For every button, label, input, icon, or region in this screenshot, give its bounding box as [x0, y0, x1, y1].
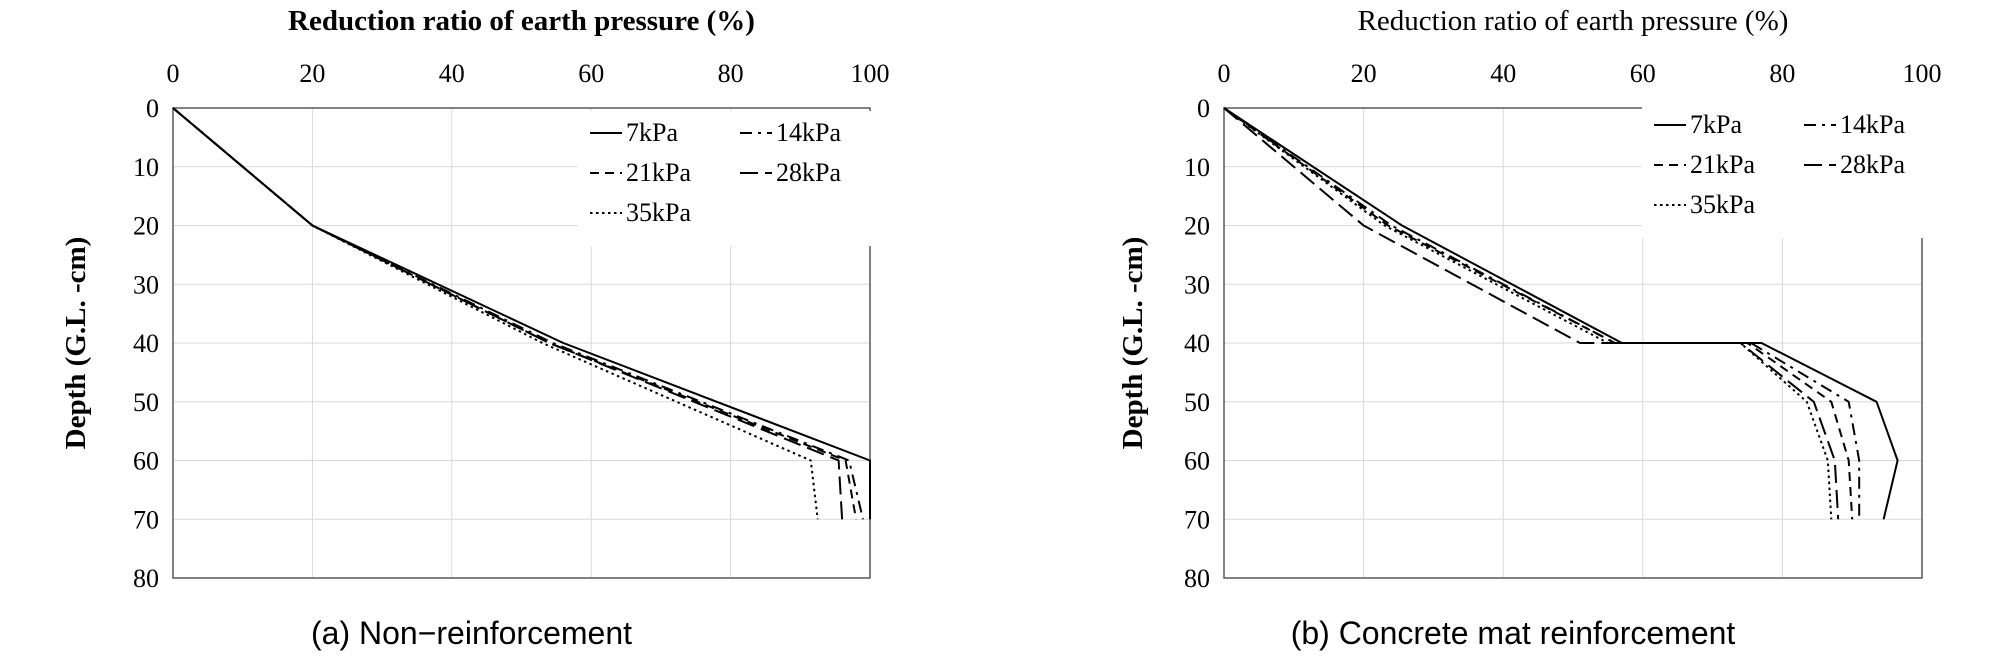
legend: 7kPa 14kPa 21kPa 28kPa 35kPa: [1642, 103, 1942, 238]
series-line-35kpa: [172, 107, 819, 520]
x-tick-label: 60: [1630, 59, 1656, 88]
legend-background: [1642, 103, 1942, 238]
legend-background: [578, 111, 878, 246]
legend-entry-label: 35kPa: [1690, 190, 1755, 219]
legend-entry-label: 7kPa: [626, 118, 678, 147]
gridlines: [1224, 108, 1922, 578]
x-tick-label: 80: [1769, 59, 1795, 88]
chart-b-svg: 0 20 40 60 80 100 0 10 20 30 40 50 60 70 80 Reduction r…: [1117, 5, 1942, 651]
y-tick-label: 30: [133, 270, 159, 299]
legend-entry-label: 21kPa: [626, 158, 691, 187]
chart-caption: (a) Non−reinforcement: [311, 615, 632, 651]
x-tick-label: 60: [578, 59, 604, 88]
y-tick-label: 10: [133, 153, 159, 182]
x-tick-label: 40: [439, 59, 465, 88]
chart-caption: (b) Concrete mat reinforcement: [1291, 615, 1736, 651]
x-axis-title: Reduction ratio of earth pressure (%): [1358, 5, 1789, 37]
legend-entry-label: 28kPa: [776, 158, 841, 187]
y-tick-label: 50: [133, 388, 159, 417]
plot-frame: [172, 107, 871, 579]
x-tick-label: 80: [718, 59, 744, 88]
legend: 7kPa 14kPa 21kPa 28kPa 35kPa: [578, 111, 878, 246]
x-tick-label: 20: [299, 59, 325, 88]
x-axis-title: Reduction ratio of earth pressure (%): [288, 5, 755, 37]
y-tick-label: 40: [133, 329, 159, 358]
y-axis-title: Depth (G.L. -cm): [60, 237, 92, 450]
x-tick-label: 0: [1218, 59, 1231, 88]
y-tick-label: 10: [1184, 153, 1210, 182]
y-tick-label: 20: [133, 212, 159, 241]
y-tick-label: 60: [1184, 447, 1210, 476]
y-tick-label: 0: [1197, 94, 1210, 123]
series-line-21kpa: [1223, 107, 1854, 520]
series-line-28kpa: [172, 107, 844, 520]
series-line-7kpa: [1223, 107, 1899, 520]
y-tick-label: 40: [1184, 329, 1210, 358]
x-tick-label: 40: [1490, 59, 1516, 88]
chart-panel-b: 0 20 40 60 80 100 0 10 20 30 40 50 60 70 80 Reduction r…: [1004, 0, 2008, 659]
y-tick-label: 80: [133, 564, 159, 593]
legend-entry-label: 28kPa: [1840, 150, 1905, 179]
y-tick-label: 30: [1184, 270, 1210, 299]
y-tick-label: 20: [1184, 212, 1210, 241]
y-tick-label: 50: [1184, 388, 1210, 417]
x-tick-label: 100: [1903, 59, 1942, 88]
plot-frame: [1223, 107, 1923, 579]
legend-entry-label: 14kPa: [1840, 110, 1905, 139]
y-axis-title: Depth (G.L. -cm): [1117, 237, 1149, 450]
y-tick-label: 70: [1184, 505, 1210, 534]
x-tick-label: 20: [1351, 59, 1377, 88]
series-line-14kpa: [172, 107, 864, 520]
y-tick-label: 70: [133, 505, 159, 534]
chart-a-svg: 0 20 40 60 80 100 0 10 20 30 40 50 60 70 80 Reduction r…: [60, 5, 890, 651]
chart-panel-a: 0 20 40 60 80 100 0 10 20 30 40 50 60 70 80 Reduction r…: [60, 5, 890, 651]
x-tick-label: 0: [167, 59, 180, 88]
series-line-35kpa: [1223, 107, 1833, 520]
y-tick-label: 60: [133, 447, 159, 476]
y-tick-label: 80: [1184, 564, 1210, 593]
x-tick-label: 100: [851, 59, 890, 88]
legend-entry-label: 35kPa: [626, 198, 691, 227]
legend-entry-label: 21kPa: [1690, 150, 1755, 179]
y-tick-label: 0: [146, 94, 159, 123]
legend-entry-label: 7kPa: [1690, 110, 1742, 139]
series-line-14kpa: [1223, 107, 1861, 520]
legend-entry-label: 14kPa: [776, 118, 841, 147]
